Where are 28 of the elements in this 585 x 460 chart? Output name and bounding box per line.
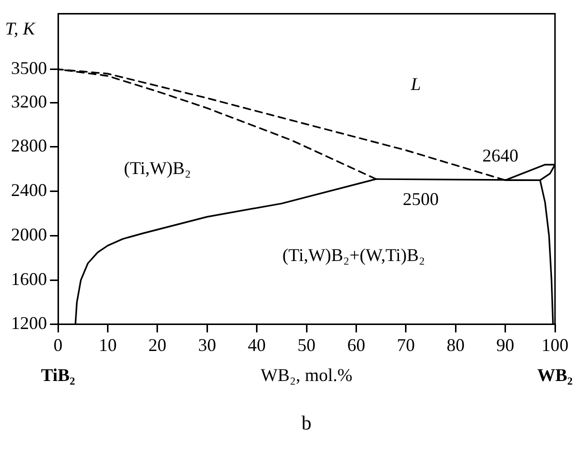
x-tick-label: 100	[542, 334, 568, 355]
annotation: (Ti,W)B₂+(W,Ti)B₂	[282, 244, 426, 265]
y-tick-label: 3500	[11, 58, 47, 78]
x-tick-label: 30	[198, 334, 216, 355]
x-tick-label: 0	[54, 334, 62, 355]
y-tick-label: 3200	[11, 91, 47, 112]
y-tick-label: 2000	[11, 224, 47, 244]
x-tick-label: 10	[98, 334, 117, 355]
x-tick-label: 50	[298, 334, 316, 355]
annotation: 2500	[402, 188, 439, 209]
annotation: (Ti,W)B₂	[124, 158, 191, 178]
x-tick-label: 40	[248, 334, 266, 355]
y-tick-label: 2400	[11, 180, 47, 200]
annotation: L	[410, 74, 421, 94]
x-tick-label: 90	[496, 334, 514, 355]
y-tick-label: 1200	[11, 313, 47, 334]
x-axis-title: WB₂, mol.%	[260, 365, 352, 386]
text: TiB₂	[40, 365, 76, 386]
text: WB₂	[537, 365, 573, 386]
y-tick-label: 1600	[11, 268, 47, 289]
x-tick-label: 70	[396, 334, 415, 355]
x-tick-label: 20	[148, 334, 166, 355]
annotation: 2640	[482, 145, 518, 166]
x-tick-label: 60	[347, 334, 366, 355]
text: b	[302, 412, 312, 435]
y-tick-label: 2800	[11, 136, 47, 156]
x-tick-label: 80	[446, 334, 465, 355]
y-axis-title: T, K	[5, 18, 36, 39]
